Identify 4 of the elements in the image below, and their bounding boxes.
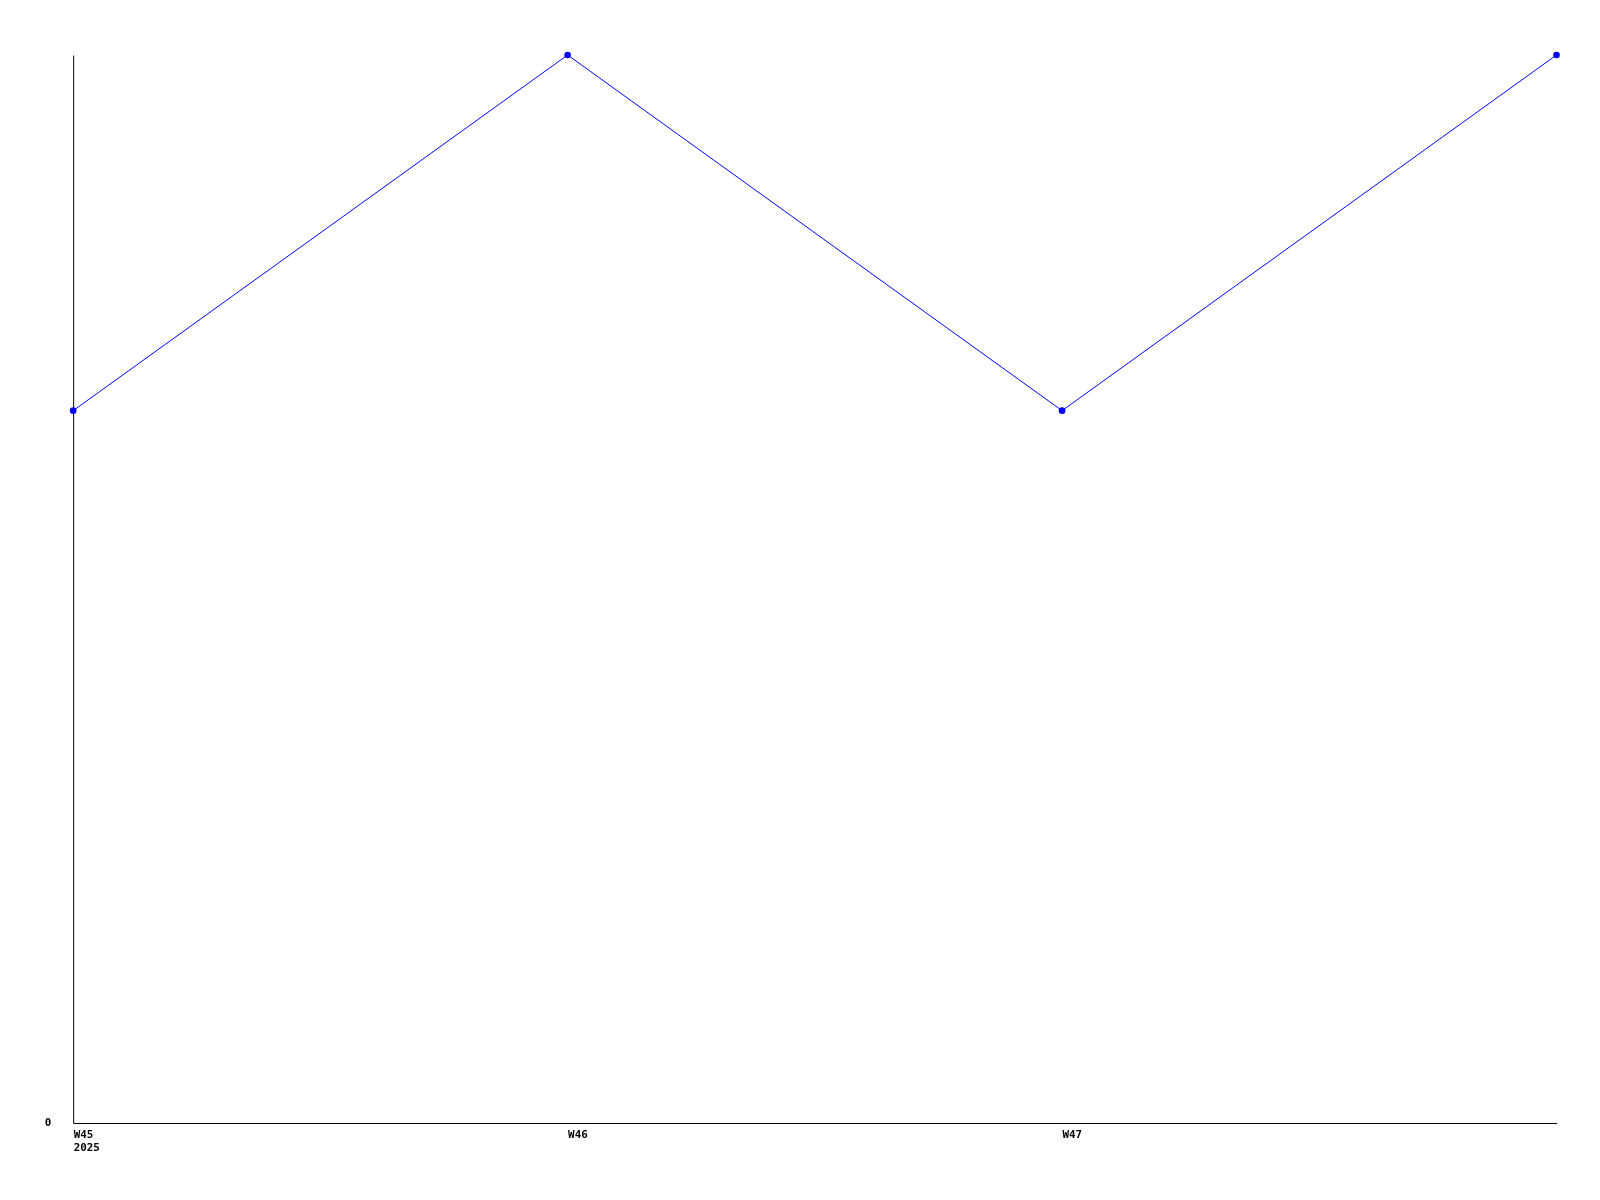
x-tick-label: W45 2025 <box>73 1128 100 1155</box>
text: 0 <box>44 1115 52 1129</box>
x-tick-label: W47 <box>1062 1128 1083 1142</box>
x-tick-label: W46 <box>568 1128 588 1142</box>
